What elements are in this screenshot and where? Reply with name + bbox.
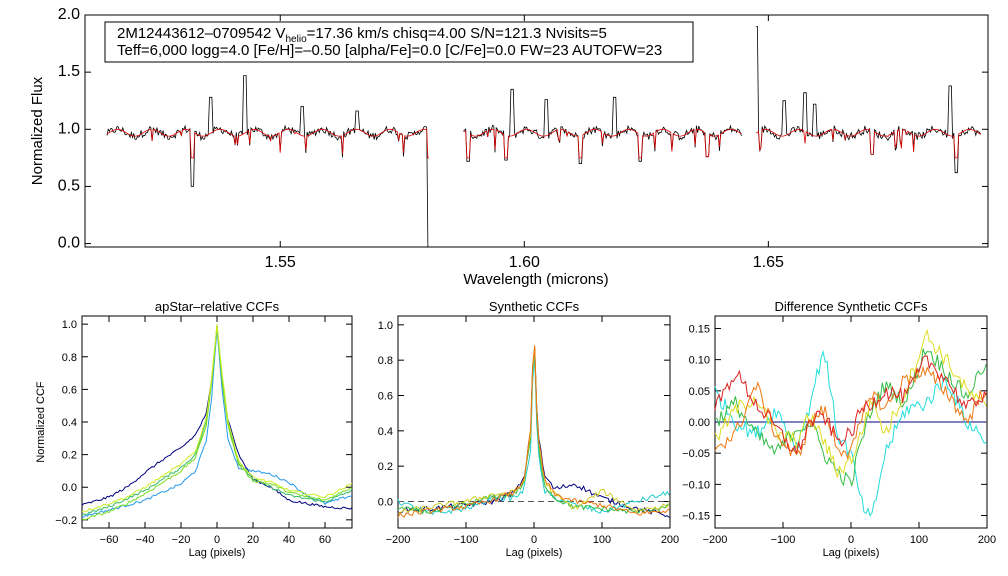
ccf-series-line — [81, 330, 353, 518]
info-line-1-sub: helio — [286, 34, 308, 45]
ccf-series-line — [714, 355, 987, 454]
ccf-series-line — [714, 328, 987, 478]
info-box-frame — [104, 21, 694, 63]
y-tick-label: 0.8 — [378, 355, 393, 367]
apstar-ticks: −60 −40 −20 0 20 40 60 −0.2 0.0 0.2 0.4 0.6 0.8 1.0 — [55, 316, 352, 546]
y-tick-label: 0.6 — [62, 384, 77, 396]
difference-ticks: −200 −100 0 100 200 −0.15 −0.10 −0.05 0.00 0.05 0.… — [682, 316, 996, 546]
info-line-1: 2M12443612–0709542 Vhelio=17.36 km/s chi… — [117, 25, 607, 45]
y-tick-label: 1.0 — [62, 319, 77, 331]
info-line-1-a: 2M12443612–0709542 V — [117, 25, 286, 42]
x-tick-label: 40 — [283, 534, 295, 546]
spectrum-observed-line — [463, 88, 742, 165]
spectrum-traces — [106, 25, 982, 248]
y-tick-label: 0.05 — [689, 386, 710, 398]
difference-title: Difference Synthetic CCFs — [775, 299, 928, 314]
y-tick-label: 0.4 — [62, 417, 77, 429]
apstar-x-axis-label: Lag (pixels) — [189, 547, 246, 559]
x-tick-label: 1.65 — [753, 254, 784, 271]
y-tick-label: −0.15 — [682, 511, 710, 523]
x-tick-label: 100 — [593, 534, 611, 546]
x-tick-label: 60 — [319, 534, 331, 546]
x-tick-label: 200 — [978, 534, 996, 546]
synthetic-title: Synthetic CCFs — [489, 299, 580, 314]
apstar-title: apStar–relative CCFs — [155, 299, 280, 314]
info-box: 2M12443612–0709542 Vhelio=17.36 km/s chi… — [104, 21, 694, 63]
spectrum-model-line — [106, 128, 430, 159]
x-tick-label: −100 — [454, 534, 479, 546]
x-tick-label: −100 — [771, 534, 796, 546]
y-tick-label: 0.10 — [689, 355, 710, 367]
apstar-y-axis-label: Normalized CCF — [35, 381, 47, 463]
y-tick-label: −0.05 — [682, 448, 710, 460]
y-tick-label: 0.2 — [378, 461, 393, 473]
x-tick-label: 200 — [661, 534, 679, 546]
y-tick-label: −0.2 — [55, 515, 77, 527]
x-tick-label: −40 — [136, 534, 155, 546]
spectrum-model-line — [463, 128, 742, 159]
apstar-panel: −60 −40 −20 0 20 40 60 −0.2 0.0 0.2 0.4 0.6 0.8 1.0 a… — [35, 299, 353, 559]
x-tick-label: 0 — [531, 534, 537, 546]
x-tick-label: −200 — [386, 534, 411, 546]
spectrum-observed-line — [106, 75, 430, 248]
y-tick-label: 0.15 — [689, 323, 710, 335]
x-tick-label: 0 — [848, 534, 854, 546]
info-line-2: Teff=6,000 logg=4.0 [Fe/H]=–0.50 [alpha/… — [117, 42, 662, 59]
spectrum-panel: 1.55 1.60 1.65 0.0 0.5 1.0 1.5 2.0 Normalized F… — [29, 6, 989, 288]
y-tick-label: 2.0 — [58, 6, 80, 23]
y-tick-label: 0.0 — [58, 235, 80, 252]
ccf-series-line — [714, 365, 987, 461]
synthetic-ticks: −200 −100 0 100 200 0.0 0.2 0.4 0.6 0.8 1.0 — [378, 316, 679, 546]
spectrum-observed-line — [756, 25, 982, 174]
info-line-1-b: =17.36 km/s chisq=4.00 S/N=121.3 Nvisits… — [307, 25, 607, 42]
synthetic-x-axis-label: Lag (pixels) — [506, 547, 563, 559]
ccf-series-line — [397, 345, 670, 518]
ccf-series-line — [397, 356, 670, 516]
x-tick-label: 20 — [247, 534, 259, 546]
spectrum-frame — [84, 14, 989, 248]
x-tick-label: −20 — [172, 534, 191, 546]
apstar-frame — [81, 315, 353, 529]
spectrum-model-line — [755, 128, 981, 159]
x-tick-label: 1.60 — [509, 254, 540, 271]
spectrum-x-axis-label: Wavelength (microns) — [463, 271, 608, 288]
x-tick-label: 100 — [910, 534, 928, 546]
x-tick-label: 1.55 — [265, 254, 296, 271]
y-tick-label: 0.00 — [689, 417, 710, 429]
x-tick-label: −200 — [703, 534, 728, 546]
spectrum-y-axis-label: Normalized Flux — [29, 76, 46, 185]
ccf-series-line — [81, 325, 353, 510]
y-tick-label: −0.10 — [682, 479, 710, 491]
y-tick-label: 1.0 — [378, 320, 393, 332]
y-tick-label: 1.0 — [58, 120, 80, 137]
difference-traces — [714, 328, 987, 517]
ccf-series-line — [714, 348, 987, 488]
ccf-series-line — [81, 324, 353, 513]
y-tick-label: 0.0 — [62, 482, 77, 494]
y-tick-label: 0.5 — [58, 177, 80, 194]
difference-x-axis-label: Lag (pixels) — [823, 547, 880, 559]
y-tick-label: 0.4 — [378, 426, 393, 438]
ccf-series-line — [81, 325, 353, 516]
apstar-traces — [81, 324, 353, 521]
y-tick-label: 0.2 — [62, 450, 77, 462]
x-tick-label: 0 — [214, 534, 220, 546]
y-tick-label: 0.0 — [378, 497, 393, 509]
y-tick-label: 0.8 — [62, 352, 77, 364]
x-tick-label: −60 — [100, 534, 119, 546]
y-tick-label: 0.6 — [378, 391, 393, 403]
synthetic-panel: −200 −100 0 100 200 0.0 0.2 0.4 0.6 0.8 1.0 Synthe… — [378, 299, 679, 559]
spectrum-ticks: 1.55 1.60 1.65 0.0 0.5 1.0 1.5 2.0 — [58, 6, 988, 271]
synthetic-traces — [397, 345, 670, 518]
y-tick-label: 1.5 — [58, 63, 80, 80]
difference-panel: −200 −100 0 100 200 −0.15 −0.10 −0.05 0.00 0.05 0.… — [682, 299, 996, 559]
